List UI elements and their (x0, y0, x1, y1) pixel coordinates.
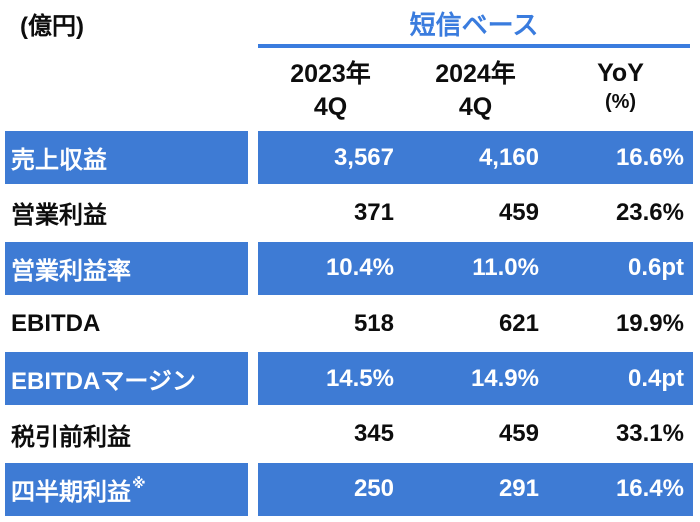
row-values: 518 621 19.9% (258, 297, 693, 350)
value-2024-4q: 621 (498, 309, 539, 337)
value-yoy: 16.6% (615, 143, 684, 171)
value-2023-4q: 518 (353, 309, 394, 337)
row-label: 営業利益率 (5, 241, 248, 295)
column-headers: 2023年 4Q 2024年 4Q YoY (%) (258, 57, 693, 124)
column-header-2024-4q: 2024年 4Q (435, 60, 516, 121)
title-underline-rule (258, 44, 690, 48)
value-yoy: 0.4pt (627, 364, 684, 392)
row-label: EBITDAマージン (5, 352, 248, 406)
row-values: 10.4% 11.0% 0.6pt (258, 241, 693, 295)
value-2024-4q: 14.9% (470, 364, 539, 392)
table-row: EBITDAマージン 14.5% 14.9% 0.4pt (0, 351, 700, 406)
value-yoy: 33.1% (615, 420, 684, 448)
row-label: 営業利益 (11, 202, 107, 230)
value-yoy: 0.6pt (627, 254, 684, 282)
value-2024-4q: 4,160 (478, 143, 539, 171)
table-row: 営業利益 371 459 23.6% (0, 185, 700, 240)
table-row: 税引前利益 345 459 33.1% (0, 406, 700, 461)
value-2023-4q: 10.4% (325, 254, 394, 282)
value-2024-4q: 291 (498, 475, 539, 503)
table-title: 短信ベース (409, 10, 539, 40)
value-2023-4q: 345 (353, 420, 394, 448)
value-2023-4q: 371 (353, 198, 394, 226)
table-row: 売上収益 3,567 4,160 16.6% (0, 130, 700, 185)
value-yoy: 16.4% (615, 475, 684, 503)
table-body: 売上収益 3,567 4,160 16.6% 営業利益 371 459 23.6… (0, 130, 700, 517)
row-label: 四半期利益 ※ (5, 462, 248, 517)
row-label: EBITDA (11, 309, 101, 337)
table-row: EBITDA 518 621 19.9% (0, 296, 700, 351)
row-label: 売上収益 (5, 131, 248, 185)
table-row: 営業利益率 10.4% 11.0% 0.6pt (0, 241, 700, 296)
value-yoy: 19.9% (615, 309, 684, 337)
row-values: 345 459 33.1% (258, 407, 693, 460)
value-2024-4q: 459 (498, 198, 539, 226)
value-2024-4q: 459 (498, 420, 539, 448)
value-2023-4q: 14.5% (325, 364, 394, 392)
row-label: 税引前利益 (11, 423, 131, 451)
unit-label: (億円) (20, 13, 84, 40)
column-header-yoy: YoY (%) (597, 59, 644, 113)
value-yoy: 23.6% (615, 198, 684, 226)
row-values: 3,567 4,160 16.6% (258, 131, 693, 185)
column-header-2023-4q: 2023年 4Q (290, 60, 371, 121)
value-2023-4q: 3,567 (333, 143, 394, 171)
row-values: 250 291 16.4% (258, 462, 693, 517)
value-2024-4q: 11.0% (472, 254, 539, 282)
table-row: 四半期利益 ※ 250 291 16.4% (0, 462, 700, 517)
value-2023-4q: 250 (353, 475, 394, 503)
row-values: 14.5% 14.9% 0.4pt (258, 352, 693, 406)
row-values: 371 459 23.6% (258, 186, 693, 239)
